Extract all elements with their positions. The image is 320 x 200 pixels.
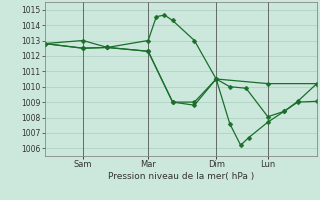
X-axis label: Pression niveau de la mer( hPa ): Pression niveau de la mer( hPa ) xyxy=(108,172,254,181)
